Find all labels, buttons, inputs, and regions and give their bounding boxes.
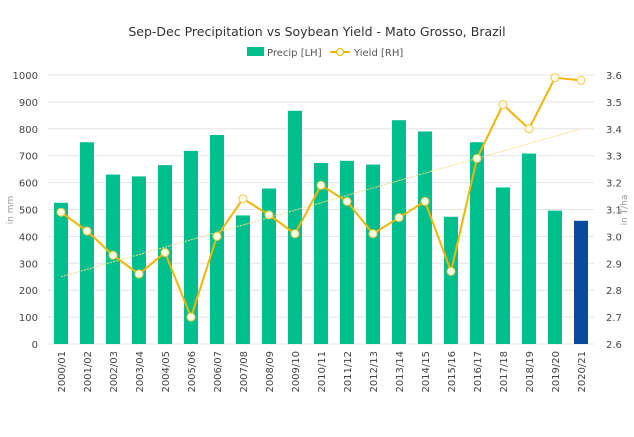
precip-bar: [574, 220, 588, 344]
yield-point: [108, 250, 118, 260]
yield-point: [186, 312, 196, 322]
x-tick-label: 2013/14: [395, 351, 406, 393]
x-tick-label: 2001/02: [83, 351, 94, 393]
precip-bar: [288, 110, 302, 344]
precip-bar: [340, 160, 354, 344]
x-tick-label: 2004/05: [161, 351, 172, 393]
x-tick-label: 2020/21: [577, 351, 588, 393]
y-left-tick-label: 400: [19, 232, 38, 243]
legend-yield-marker: [336, 48, 344, 56]
yield-point: [446, 266, 456, 276]
yield-point: [160, 248, 170, 258]
precip-bar: [522, 153, 536, 344]
y-right-tick-label: 2.7: [606, 313, 622, 324]
yield-point: [498, 100, 508, 110]
yield-point: [472, 153, 482, 163]
legend-precip-swatch: [247, 47, 264, 56]
precip-bar: [418, 131, 432, 344]
yield-point: [82, 226, 92, 236]
y-right-tick-label: 3.2: [606, 179, 622, 190]
yield-point: [134, 269, 144, 279]
yield-point: [550, 73, 560, 83]
precip-bar: [366, 164, 380, 344]
legend-yield-label: Yield [RH]: [353, 48, 403, 59]
y-right-tick-label: 3.1: [606, 206, 622, 217]
y-right-tick-label: 2.6: [606, 340, 622, 351]
yield-point: [290, 229, 300, 239]
precip-bar: [444, 216, 458, 344]
precip-bar: [262, 188, 276, 344]
y-right-tick-label: 2.9: [606, 259, 622, 270]
precip-bar: [236, 215, 250, 344]
y-left-tick-label: 900: [19, 98, 38, 109]
x-tick-label: 2007/08: [239, 351, 250, 393]
y-left-tick-label: 300: [19, 259, 38, 270]
yield-point: [212, 231, 222, 241]
yield-point: [524, 124, 534, 134]
x-tick-label: 2014/15: [421, 351, 432, 393]
x-tick-label: 2005/06: [187, 351, 198, 393]
y-left-tick-label: 500: [19, 206, 38, 217]
x-tick-label: 2011/12: [343, 351, 354, 393]
yield-point: [264, 210, 274, 220]
yield-trendline: [60, 128, 582, 278]
precip-bar: [132, 176, 146, 344]
y-left-tick-label: 800: [19, 125, 38, 136]
precip-bar: [548, 210, 562, 344]
x-tick-label: 2017/18: [499, 351, 510, 393]
y-axis-left-label: in mm: [6, 196, 16, 225]
yield-point: [368, 229, 378, 239]
precip-bar: [392, 120, 406, 344]
y-right-tick-label: 3.0: [606, 232, 622, 243]
y-axis-right-label: in T/ha: [620, 195, 630, 226]
x-tick-label: 2018/19: [525, 351, 536, 393]
y-left-tick-label: 100: [19, 313, 38, 324]
x-tick-label: 2015/16: [447, 351, 458, 393]
y-left-tick-label: 0: [32, 340, 38, 351]
chart-title: Sep-Dec Precipitation vs Soybean Yield -…: [128, 24, 505, 39]
y-left-tick-label: 200: [19, 286, 38, 297]
y-right-tick-label: 2.8: [606, 286, 622, 297]
yield-point: [342, 196, 352, 206]
x-tick-label: 2008/09: [265, 351, 276, 393]
y-right-tick-label: 3.4: [606, 125, 622, 136]
legend-precip-label: Precip [LH]: [267, 48, 322, 59]
x-tick-label: 2016/17: [473, 351, 484, 393]
x-tick-label: 2019/20: [551, 351, 562, 393]
precip-bar: [80, 142, 94, 344]
y-left-tick-label: 600: [19, 179, 38, 190]
y-right-tick-label: 3.3: [606, 152, 622, 163]
x-tick-label: 2009/10: [291, 351, 302, 393]
yield-point: [420, 196, 430, 206]
yield-point: [56, 207, 66, 217]
y-left-tick-label: 700: [19, 152, 38, 163]
y-right-tick-label: 3.6: [606, 71, 622, 82]
precip-bar: [184, 150, 198, 344]
precip-bar: [496, 187, 510, 344]
x-tick-label: 2006/07: [213, 351, 224, 393]
x-tick-label: 2012/13: [369, 351, 380, 393]
precip-bar: [54, 202, 68, 344]
x-tick-label: 2002/03: [109, 351, 120, 393]
y-right-tick-label: 3.5: [606, 98, 622, 109]
yield-point: [576, 75, 586, 85]
x-tick-label: 2003/04: [135, 351, 146, 393]
precip-bar: [470, 142, 484, 344]
y-left-tick-label: 1000: [13, 71, 38, 82]
yield-point: [316, 180, 326, 190]
x-tick-label: 2010/11: [317, 351, 328, 393]
x-tick-label: 2000/01: [57, 351, 68, 393]
yield-point: [238, 194, 248, 204]
legend: Precip [LH] Yield [RH]: [247, 47, 403, 59]
precip-bar: [314, 162, 328, 344]
yield-point: [394, 213, 404, 223]
